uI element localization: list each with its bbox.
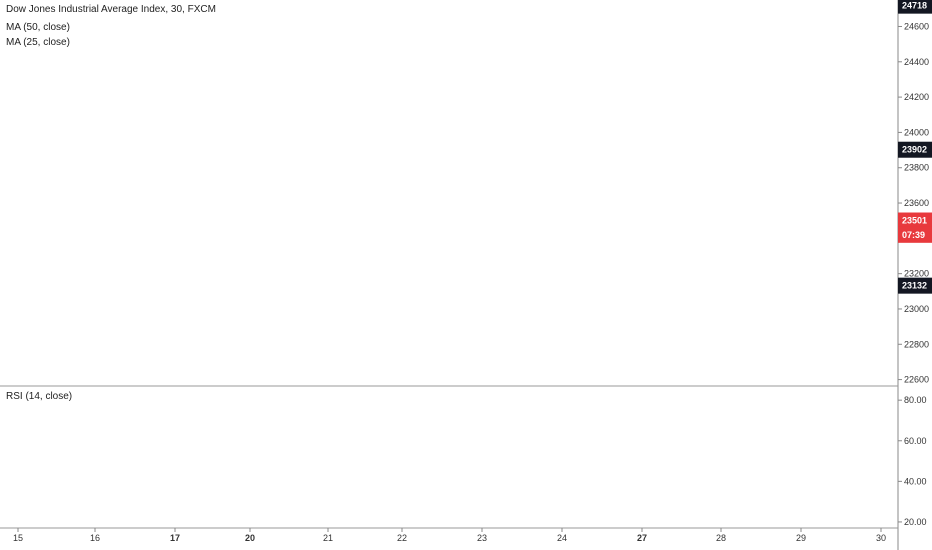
price-tick-label: 24400 xyxy=(904,57,929,67)
price-tick-label: 23200 xyxy=(904,269,929,279)
time-tick-label: 22 xyxy=(397,533,407,543)
rsi-label: RSI (14, close) xyxy=(6,391,73,402)
price-badge xyxy=(898,212,932,229)
title-text: Dow Jones Industrial Average Index, 30, … xyxy=(6,4,216,15)
price-badge xyxy=(898,0,932,14)
price-tick-label: 22600 xyxy=(904,375,929,385)
time-tick-label: 17 xyxy=(170,533,180,543)
ma50-label: MA (50, close) xyxy=(6,22,70,33)
price-tick-label: 22800 xyxy=(904,339,929,349)
time-tick-label: 16 xyxy=(90,533,100,543)
price-badge-label: 07:39 xyxy=(902,230,925,240)
ma25-legend: MA (25, close) xyxy=(6,37,70,48)
price-badge-label: 24718 xyxy=(902,1,927,11)
rsi-legend: RSI (14, close) xyxy=(6,391,72,402)
time-tick-label: 24 xyxy=(557,533,567,543)
ma25-label: MA (25, close) xyxy=(6,37,70,48)
price-tick-label: 23600 xyxy=(904,198,929,208)
price-badge-label: 23902 xyxy=(902,145,927,155)
time-tick-label: 28 xyxy=(716,533,726,543)
rsi-tick-label: 80.00 xyxy=(904,395,927,405)
time-tick-label: 23 xyxy=(477,533,487,543)
time-tick-label: 29 xyxy=(796,533,806,543)
price-tick-label: 24600 xyxy=(904,21,929,31)
price-badge xyxy=(898,226,932,243)
rsi-tick-label: 20.00 xyxy=(904,517,927,527)
rsi-tick-label: 40.00 xyxy=(904,476,927,486)
time-tick-label: 21 xyxy=(323,533,333,543)
time-tick-label: 27 xyxy=(637,533,647,543)
time-tick-label: 20 xyxy=(245,533,255,543)
price-badge-label: 23132 xyxy=(902,281,927,291)
time-tick-label: 30 xyxy=(876,533,886,543)
price-badge xyxy=(898,277,932,294)
time-tick-label: 15 xyxy=(13,533,23,543)
price-badge-label: 23501 xyxy=(902,216,927,226)
price-tick-label: 23800 xyxy=(904,163,929,173)
price-tick-label: 24000 xyxy=(904,127,929,137)
rsi-tick-label: 60.00 xyxy=(904,436,927,446)
price-badge xyxy=(898,141,932,158)
ma50-legend: MA (50, close) xyxy=(6,22,70,33)
price-tick-label: 23000 xyxy=(904,304,929,314)
price-tick-label: 24200 xyxy=(904,92,929,102)
chart-title: Dow Jones Industrial Average Index, 30, … xyxy=(6,4,216,15)
